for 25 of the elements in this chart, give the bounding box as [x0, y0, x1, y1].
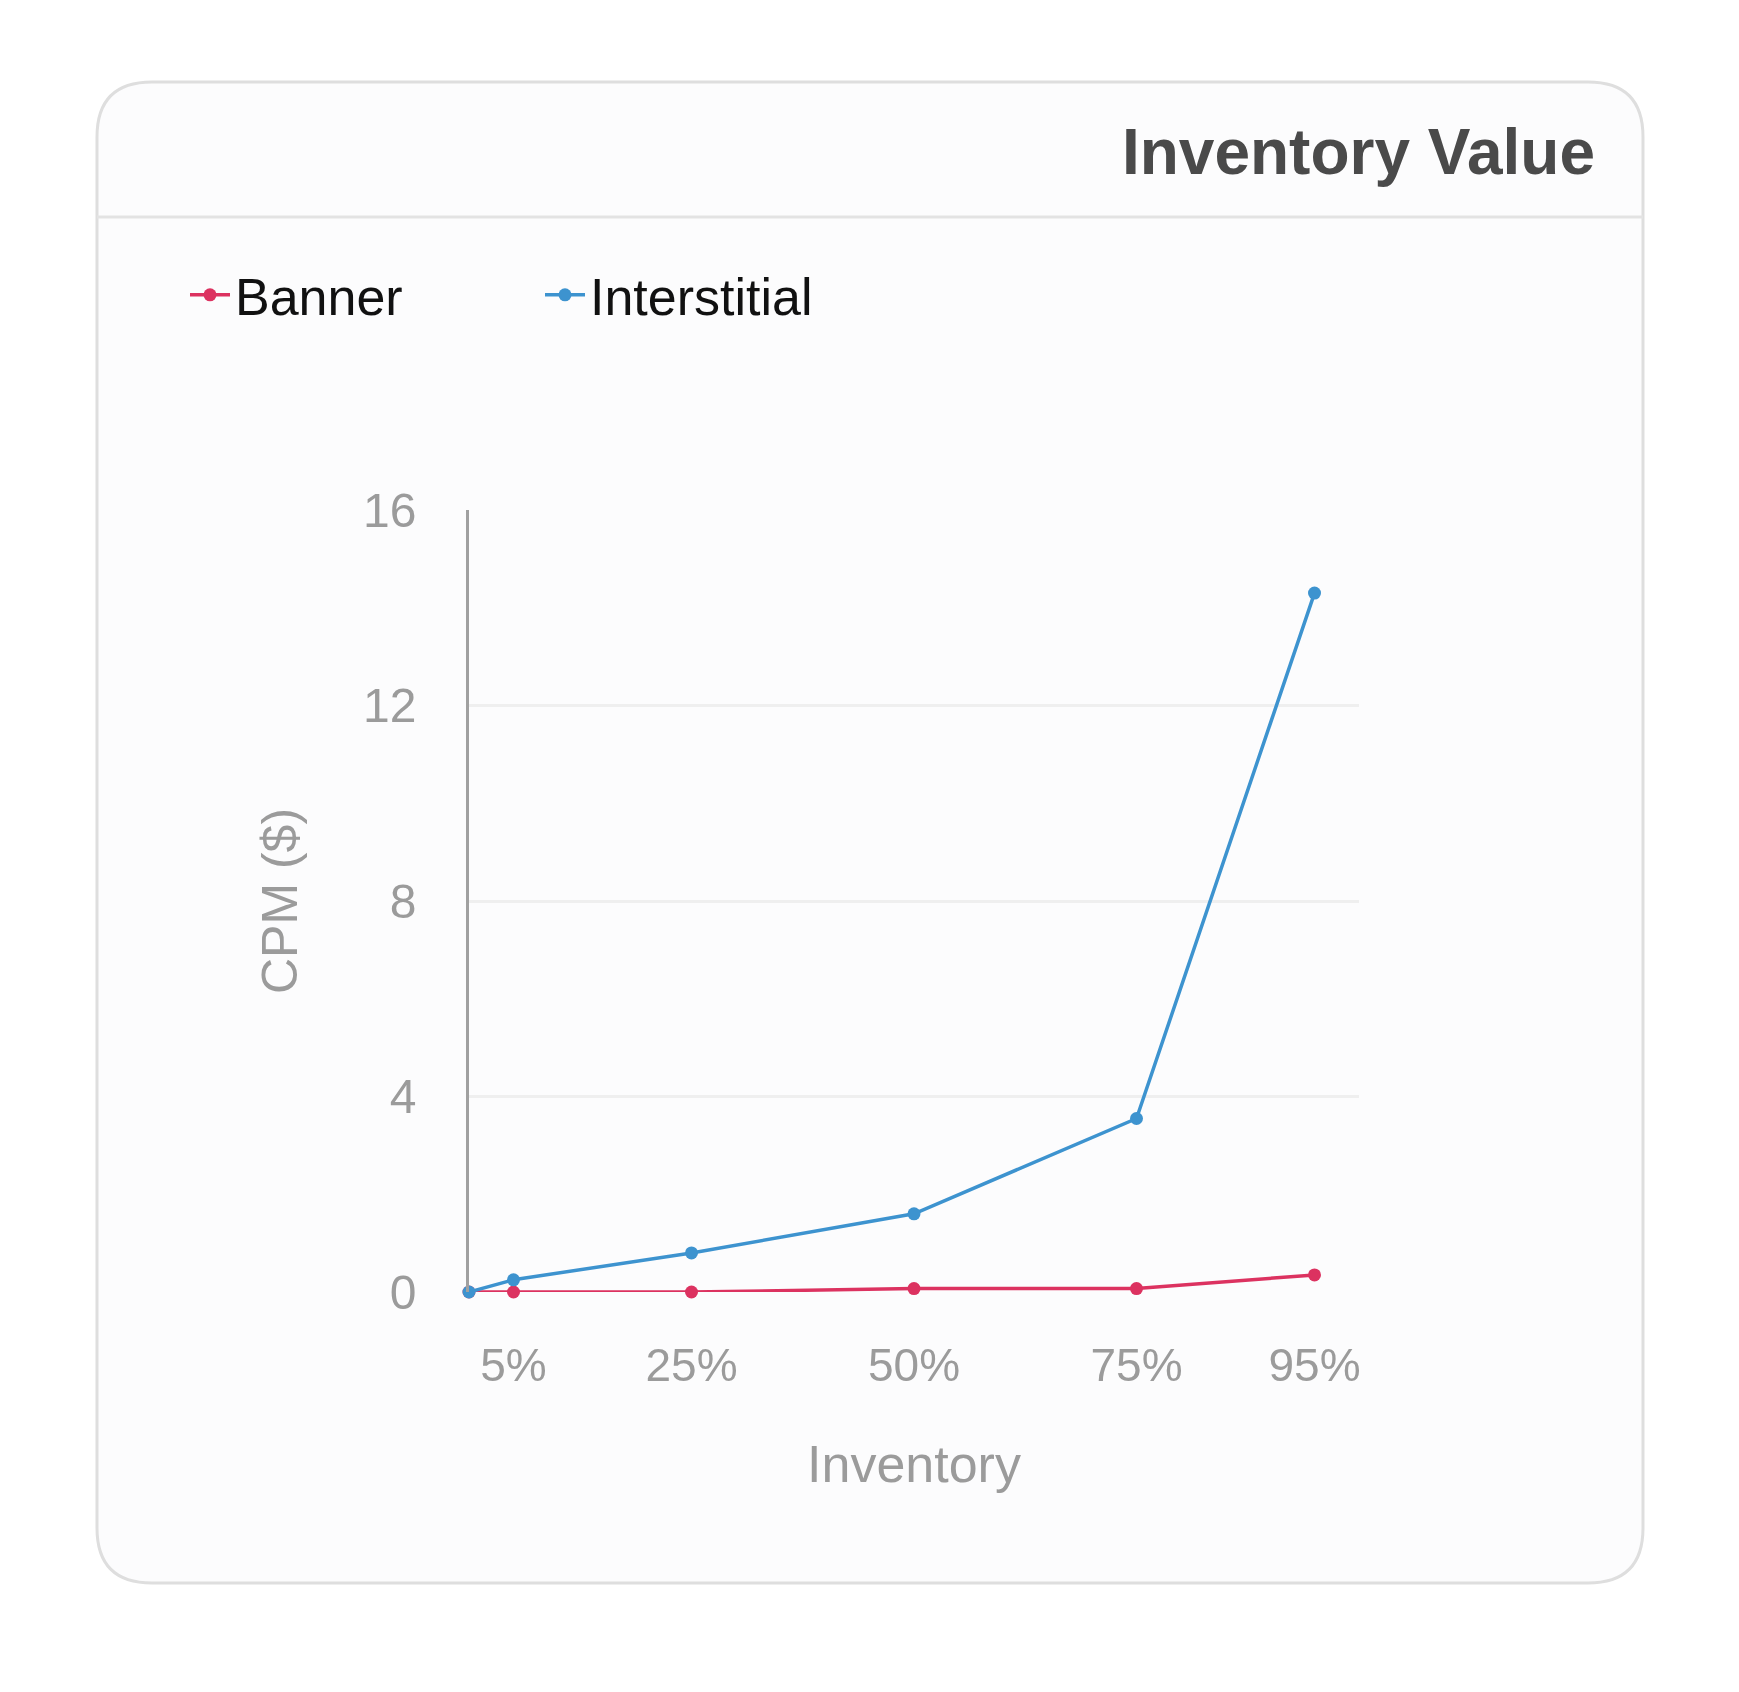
- y-tick-label: 8: [389, 874, 417, 928]
- y-tick-label: 12: [363, 679, 417, 733]
- y-tick-label: 0: [389, 1265, 417, 1319]
- y-tick-label: 4: [389, 1070, 417, 1124]
- y-axis-title: CPM ($): [252, 807, 309, 995]
- point: [1130, 1282, 1143, 1296]
- point: [907, 1282, 921, 1296]
- x-tick-label: 75%: [1090, 1339, 1183, 1391]
- x-axis-title: Inventory: [807, 1434, 1021, 1493]
- y-tick-label: 16: [363, 483, 417, 537]
- x-tick-label: 50%: [867, 1339, 961, 1391]
- point: [907, 1207, 921, 1221]
- chart-title: Inventory Value: [1121, 116, 1595, 189]
- legend-label: Interstitial: [590, 268, 813, 327]
- x-tick-label: 25%: [645, 1339, 738, 1391]
- point: [685, 1285, 698, 1299]
- point: [1308, 1268, 1321, 1282]
- point: [507, 1273, 520, 1287]
- point: [685, 1246, 698, 1260]
- x-tick-label: 5%: [480, 1339, 547, 1391]
- legend-label: Banner: [235, 268, 403, 327]
- x-tick-label: 95%: [1268, 1339, 1361, 1391]
- point: [1130, 1111, 1143, 1125]
- point: [507, 1285, 520, 1299]
- point: [1308, 586, 1321, 600]
